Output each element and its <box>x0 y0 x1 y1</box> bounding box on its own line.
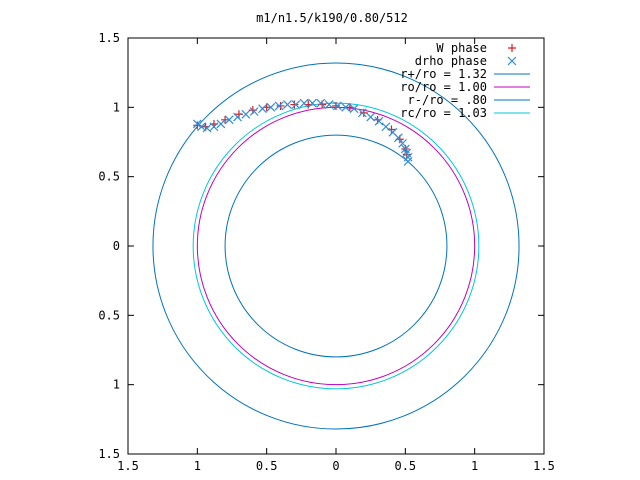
x-tick-label-0: 1.5 <box>117 459 139 473</box>
series-1-point-19 <box>341 102 351 112</box>
series-1-point-7 <box>241 109 251 119</box>
x-tick-label-2: 0.5 <box>256 459 278 473</box>
series-1-point-22 <box>366 112 376 122</box>
series-1-point-31 <box>403 156 413 166</box>
x-tick-label-6: 1.5 <box>533 459 555 473</box>
legend-label-0: W phase <box>436 41 487 55</box>
series-1-point-12 <box>283 100 292 109</box>
legend-label-5: rc/ro = 1.03 <box>400 106 487 120</box>
x-tick-label-5: 1 <box>471 459 478 473</box>
series-1-point-0 <box>192 119 202 129</box>
y-tick-label-4: 0.5 <box>98 308 120 322</box>
series-1-point-3 <box>209 122 219 132</box>
x-tick-label-3: 0 <box>332 459 339 473</box>
y-tick-label-2: 0.5 <box>98 170 120 184</box>
legend-label-2: r+/ro = 1.32 <box>400 67 487 81</box>
series-1-point-2 <box>202 123 212 133</box>
series-1-point-23 <box>374 116 384 126</box>
series-1-point-26 <box>393 133 403 143</box>
circle-1 <box>196 106 476 386</box>
y-tick-label-5: 1 <box>113 378 120 392</box>
series-1-point-14 <box>299 98 309 108</box>
circle-0 <box>152 62 520 430</box>
legend-marker-1 <box>507 56 517 66</box>
series-1-point-4 <box>216 119 226 129</box>
series-0-point-4 <box>234 110 243 119</box>
x-tick-label-4: 0.5 <box>394 459 416 473</box>
series-1-point-18 <box>332 101 342 111</box>
series-1-point-1 <box>197 122 206 132</box>
series-0-point-18 <box>402 150 411 159</box>
series-1-point-6 <box>233 112 242 122</box>
series-1-point-21 <box>357 108 367 118</box>
legend-label-4: r-/ro = .80 <box>408 93 487 107</box>
series-1-point-8 <box>249 107 259 116</box>
series-0-point-11 <box>332 101 340 110</box>
y-tick-label-1: 1 <box>113 100 120 114</box>
series-1-point-30 <box>403 152 413 162</box>
series-1-point-24 <box>381 122 391 132</box>
legend-label-1: drho phase <box>415 54 487 68</box>
series-0-point-8 <box>290 100 299 109</box>
legend-label-3: ro/ro = 1.00 <box>400 80 487 94</box>
series-1-point-5 <box>224 115 234 125</box>
y-tick-label-3: 0 <box>113 239 120 253</box>
y-tick-label-0: 1.5 <box>98 31 120 45</box>
legend-marker-0 <box>508 44 516 52</box>
tick-layer: 1.5 1 0.5 0 0.5 1 1.51.510.500.511.5 <box>98 31 555 473</box>
series-layer <box>192 98 413 166</box>
series-1-point-10 <box>266 102 276 112</box>
series-0-point-7 <box>276 101 285 110</box>
chart-title: m1/n1.5/k190/0.80/512 <box>256 11 408 25</box>
series-1-point-16 <box>316 98 326 108</box>
series-1-point-11 <box>274 101 284 111</box>
circle-3 <box>192 102 480 390</box>
series-1-point-20 <box>349 104 359 114</box>
y-tick-label-6: 1.5 <box>98 447 120 461</box>
x-tick-label-1: 1 <box>194 459 201 473</box>
series-1-point-9 <box>258 104 267 114</box>
series-1-point-15 <box>308 98 317 108</box>
series-0-point-3 <box>221 115 230 124</box>
series-0-point-13 <box>359 108 368 117</box>
series-1-point-13 <box>291 100 301 109</box>
series-1-point-27 <box>398 138 407 148</box>
series-1-point-17 <box>324 100 334 109</box>
circle-2 <box>224 134 448 358</box>
